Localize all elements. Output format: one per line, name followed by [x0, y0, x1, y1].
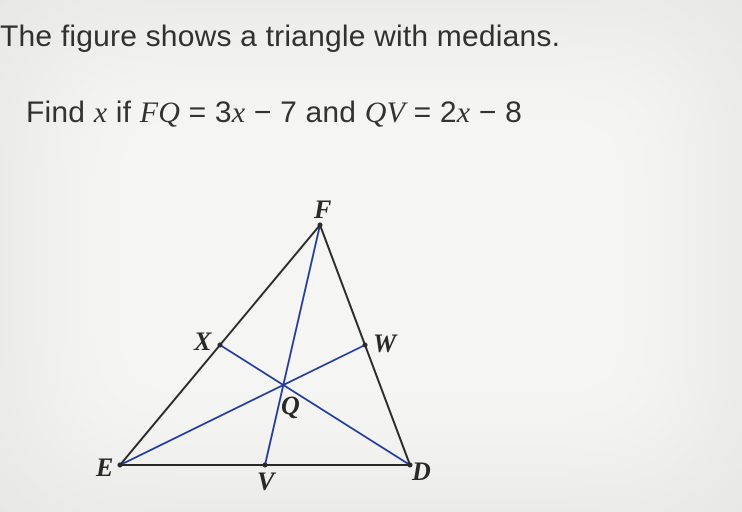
- centroid-label-q: Q: [281, 391, 300, 421]
- q-eq2-tail: − 8: [470, 96, 522, 129]
- q-eq1-tail: − 7: [245, 96, 297, 129]
- q-prefix: Find: [26, 96, 94, 129]
- vertex-label-e: E: [96, 453, 113, 483]
- q-eq2-var: x: [457, 96, 471, 129]
- q-eq1: = 3: [180, 96, 232, 129]
- midpoint-label-v: V: [257, 467, 274, 497]
- q-eq1-var: x: [232, 96, 246, 129]
- problem-statement: The figure shows a triangle with medians…: [0, 20, 728, 54]
- q-seg2: QV: [365, 96, 405, 129]
- q-eq2: = 2: [405, 96, 457, 129]
- q-unknown: x: [94, 96, 108, 129]
- problem-question: Find x if FQ = 3x − 7 and QV = 2x − 8: [0, 96, 728, 130]
- vertex-label-f: F: [314, 195, 331, 225]
- midpoint-label-w: W: [373, 329, 396, 359]
- q-and: and: [297, 96, 365, 129]
- q-mid: if: [107, 96, 139, 129]
- midpoint-label-x: X: [194, 327, 211, 357]
- triangle-figure: F E D X W V Q: [110, 215, 440, 495]
- q-seg1: FQ: [140, 96, 180, 129]
- vertex-label-d: D: [412, 457, 431, 487]
